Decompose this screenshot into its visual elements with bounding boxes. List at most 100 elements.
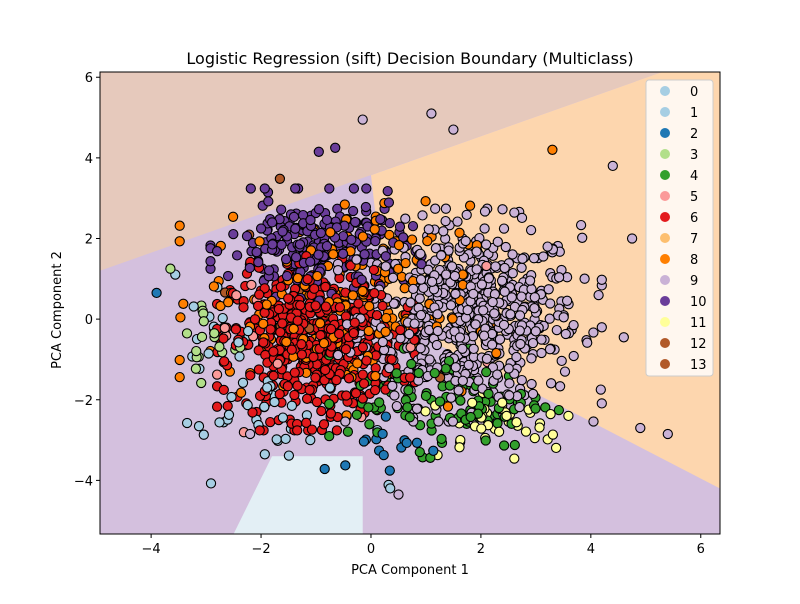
data-point-class-10 [222, 270, 234, 282]
legend-entry-11: 11 [660, 316, 707, 331]
legend-label: 1 [690, 106, 698, 121]
data-point-class-0 [193, 421, 205, 432]
data-point-class-9 [387, 272, 399, 283]
data-point-class-10 [241, 230, 253, 242]
data-point-class-9 [618, 332, 629, 343]
data-point-class-9 [409, 318, 420, 329]
data-point-class-0 [203, 348, 214, 359]
data-point-class-9 [529, 303, 540, 314]
data-point-class-9 [559, 366, 571, 377]
legend-label: 10 [690, 295, 707, 310]
data-point-class-3 [209, 328, 220, 339]
legend-entry-6: 6 [660, 211, 698, 226]
data-point-class-8 [174, 236, 185, 247]
data-point-class-9 [486, 339, 498, 350]
data-point-class-8 [370, 370, 381, 382]
legend-marker [660, 275, 670, 285]
data-point-class-9 [507, 268, 518, 279]
x-axis-label: PCA Component 1 [351, 563, 469, 578]
data-point-class-6 [331, 374, 342, 386]
data-point-class-9 [332, 349, 344, 361]
data-point-class-8 [357, 231, 369, 242]
data-point-class-9 [588, 327, 599, 338]
legend-entry-5: 5 [660, 190, 698, 205]
data-point-class-4 [436, 433, 447, 445]
data-point-class-9 [543, 284, 554, 295]
data-point-class-9 [542, 241, 553, 252]
data-point-class-10 [290, 183, 301, 194]
data-point-class-0 [237, 377, 249, 388]
data-point-class-8 [357, 285, 368, 297]
data-point-class-2 [319, 463, 330, 475]
data-point-class-10 [266, 217, 278, 228]
data-point-class-8 [174, 371, 185, 383]
data-point-class-9 [515, 338, 526, 350]
data-point-class-8 [420, 196, 431, 207]
data-point-class-8 [400, 257, 411, 269]
data-point-class-1 [259, 449, 270, 460]
data-point-class-9 [504, 378, 515, 389]
data-point-class-6 [358, 378, 370, 389]
data-point-class-4 [455, 395, 466, 406]
data-point-class-0 [242, 325, 254, 337]
data-point-class-9 [453, 385, 464, 396]
data-point-class-0 [262, 382, 273, 393]
data-point-class-6 [310, 372, 321, 383]
legend-label: 0 [690, 85, 698, 100]
data-point-class-10 [321, 240, 333, 252]
data-point-class-0 [217, 312, 228, 324]
data-point-class-10 [251, 246, 262, 258]
data-point-class-10 [360, 201, 372, 213]
legend-marker [660, 107, 670, 117]
data-point-class-2 [377, 428, 388, 440]
data-point-class-9 [514, 401, 525, 413]
data-point-class-9 [417, 210, 428, 221]
data-point-class-8 [261, 299, 272, 310]
data-point-class-9 [377, 336, 388, 348]
legend-entry-12: 12 [660, 337, 707, 352]
data-point-class-10 [383, 197, 395, 208]
data-point-class-9 [468, 288, 479, 300]
data-point-class-8 [174, 354, 185, 366]
data-point-class-9 [596, 398, 607, 409]
data-point-class-6 [306, 424, 318, 435]
data-point-class-8 [325, 227, 336, 238]
data-point-class-9 [626, 233, 638, 244]
data-point-class-8 [363, 325, 374, 337]
legend-label: 7 [690, 232, 698, 247]
data-point-class-9 [440, 203, 452, 214]
data-point-class-9 [517, 253, 528, 264]
legend-entry-9: 9 [660, 274, 698, 289]
data-point-class-8 [328, 249, 339, 260]
data-point-class-6 [254, 425, 265, 436]
data-point-class-10 [348, 183, 360, 194]
data-point-class-9 [561, 295, 573, 306]
data-point-class-8 [369, 224, 380, 235]
data-point-class-6 [296, 349, 308, 360]
data-point-class-10 [263, 265, 275, 276]
legend-marker [660, 191, 670, 201]
data-point-class-6 [345, 260, 356, 271]
data-point-class-6 [349, 317, 360, 328]
data-point-class-8 [227, 211, 239, 222]
x-tick-label: 2 [477, 542, 485, 557]
data-point-class-4 [540, 402, 551, 413]
data-point-class-8 [393, 240, 405, 251]
data-point-class-9 [432, 325, 443, 337]
data-point-class-6 [320, 301, 332, 312]
data-point-class-11 [467, 397, 478, 408]
data-point-class-1 [198, 429, 209, 440]
data-point-class-9 [504, 390, 515, 401]
legend-label: 5 [690, 190, 698, 205]
data-point-class-11 [420, 406, 431, 417]
data-point-class-4 [498, 440, 510, 451]
data-point-class-9 [393, 489, 404, 500]
data-point-class-11 [563, 410, 574, 422]
data-point-class-3 [214, 341, 225, 352]
data-point-class-6 [341, 390, 352, 401]
data-point-class-9 [449, 270, 461, 282]
data-point-class-0 [181, 417, 193, 429]
data-point-class-9 [607, 160, 618, 172]
data-point-class-9 [536, 334, 547, 345]
data-point-class-11 [511, 417, 522, 428]
